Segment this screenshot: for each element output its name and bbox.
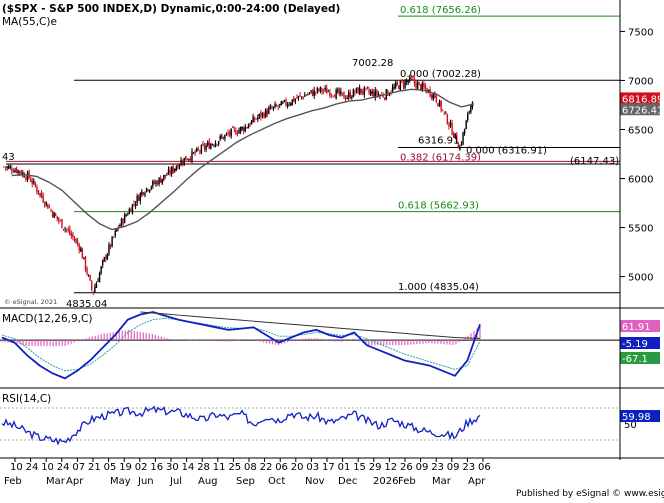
x-tick-label: 22: [260, 462, 273, 473]
price-panel-bg: [0, 0, 620, 308]
macd-line: [1, 311, 481, 380]
x-tick-label: 14: [182, 462, 195, 473]
y-tick-label: 6000: [628, 175, 653, 186]
x-tick-label: 06: [275, 462, 288, 473]
x-tick-label: 20: [291, 462, 304, 473]
fib-label: 0.618 (5662.93): [398, 201, 479, 212]
x-tick-label: 01: [338, 462, 351, 473]
signal-value-box: [620, 337, 660, 349]
rsi-line: [1, 405, 481, 446]
current-price-box: [620, 92, 660, 105]
fib-label: 0.000 (7002.28): [400, 69, 481, 80]
y-tick-label: 7000: [628, 76, 653, 87]
x-tick-label: 21: [88, 462, 101, 473]
footer-credit: Published by eSignal © www.esignal.com: [516, 489, 664, 499]
rsi-value-label: 59.98: [622, 412, 651, 423]
ma-line: [11, 88, 475, 231]
y-tick-label: 5000: [628, 273, 653, 284]
x-month-label: Apr: [468, 476, 486, 487]
x-tick-label: 24: [26, 462, 39, 473]
x-tick-label: 12: [384, 462, 397, 473]
macd-value-box: [620, 320, 660, 332]
x-month-label: Aug: [198, 476, 218, 487]
x-tick-label: 19: [119, 462, 132, 473]
x-tick-label: 28: [197, 462, 210, 473]
x-tick-label: 09: [447, 462, 460, 473]
x-month-label: Jul: [169, 476, 182, 487]
fib-label: 0.618 (7656.26): [400, 5, 481, 16]
y-tick-label: 5500: [628, 224, 653, 235]
x-tick-label: 03: [306, 462, 319, 473]
x-month-label: 2026: [373, 476, 398, 487]
rsi-value-box: [620, 410, 660, 423]
ma-price-label: 6726.41: [622, 105, 663, 116]
x-month-label: Feb: [4, 476, 22, 487]
extreme-label: 6316.91: [418, 135, 459, 146]
macd-title: MACD(12,26,9,C): [2, 313, 92, 325]
ma-price-box: [620, 103, 660, 116]
extreme-label: 4835.04: [66, 299, 107, 310]
x-tick-label: 23: [462, 462, 475, 473]
x-tick-label: 07: [72, 462, 85, 473]
y-tick-label: 6500: [628, 125, 653, 136]
x-tick-label: 25: [228, 462, 241, 473]
macd-trendline: [140, 311, 481, 340]
y-tick-label: 7500: [628, 27, 653, 38]
x-tick-label: 24: [57, 462, 70, 473]
extreme-labels: 7002.28 6316.91 4835.04 43: [2, 58, 459, 310]
rsi-title: RSI(14,C): [2, 393, 51, 405]
x-month-label: Apr: [66, 476, 84, 487]
x-month-label: Oct: [268, 476, 285, 487]
fib-label: 0.000 (6316.91): [466, 145, 547, 156]
macd-panel: MACD(12,26,9,C) 61.91 -5.19 -67.1: [0, 311, 660, 380]
x-tick-label: 30: [166, 462, 179, 473]
macd-value-label: 61.91: [622, 322, 651, 333]
x-month-label: May: [110, 476, 131, 487]
x-month-label: Sep: [236, 476, 255, 487]
fib-label: (6147.43): [570, 156, 619, 167]
x-tick-label: 16: [150, 462, 163, 473]
price-panel: 0.618 (7656.26) 0.000 (7002.28) 0.000 (631…: [0, 0, 663, 310]
x-tick-label: 06: [478, 462, 491, 473]
fib-label: 0.382 (6174.39): [400, 152, 481, 163]
x-tick-label: 26: [400, 462, 413, 473]
rsi-tick-label: 50: [624, 420, 637, 431]
watermark: © eSignal, 2021: [4, 298, 57, 306]
x-month-label: Dec: [338, 476, 357, 487]
x-tick-label: 02: [135, 462, 148, 473]
x-month-label: Mar: [46, 476, 66, 487]
x-month-label: Feb: [398, 476, 416, 487]
x-month-label: Nov: [305, 476, 325, 487]
chart-title: ($SPX - S&P 500 INDEX,D) Dynamic,0:00-24…: [2, 3, 340, 15]
x-tick-label: 10: [10, 462, 23, 473]
x-tick-label: 10: [41, 462, 54, 473]
x-tick-label: 05: [104, 462, 117, 473]
extreme-label: 7002.28: [352, 58, 393, 69]
macd-series: MACD(12,26,9,C) 61.91 -5.19 -67.1: [0, 311, 660, 380]
x-tick-label: 08: [244, 462, 257, 473]
current-price-label: 6816.89: [622, 94, 663, 105]
ma-label: MA(55,C)e: [2, 16, 57, 28]
x-tick-label: 29: [369, 462, 382, 473]
x-month-label: Jun: [137, 476, 154, 487]
x-tick-label: 23: [431, 462, 444, 473]
hist-value-label: -67.1: [622, 354, 648, 365]
hist-value-box: [620, 352, 660, 364]
fib-levels: 0.618 (7656.26) 0.000 (7002.28) 0.000 (631…: [6, 5, 620, 294]
candles: [3, 74, 474, 295]
fib-label: 1.000 (4835.04): [398, 282, 479, 293]
extreme-label: 43: [2, 152, 15, 163]
x-tick-label: 17: [322, 462, 335, 473]
x-month-label: Mar: [432, 476, 452, 487]
x-tick-label: 09: [416, 462, 429, 473]
x-tick-label: 11: [213, 462, 226, 473]
x-tick-label: 15: [353, 462, 366, 473]
signal-value-label: -5.19: [622, 339, 648, 350]
